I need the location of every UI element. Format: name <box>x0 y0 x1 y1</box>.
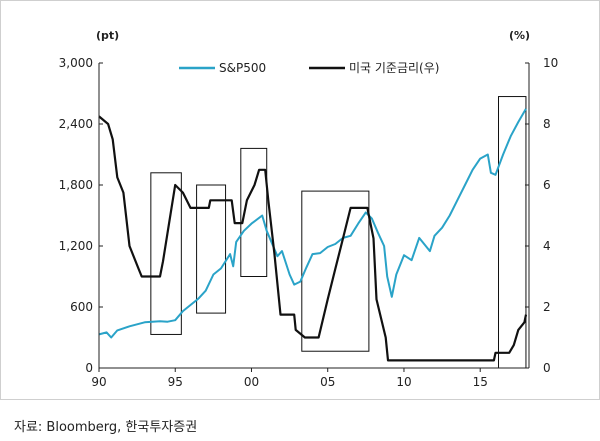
left-axis-tick-label: 1,200 <box>59 239 93 253</box>
x-axis-tick-label: 10 <box>396 375 411 389</box>
right-axis-tick-label: 0 <box>543 361 551 375</box>
axes <box>98 62 530 372</box>
left-axis-tick-label: 3,000 <box>59 56 93 70</box>
x-axis-tick-label: 15 <box>473 375 488 389</box>
left-axis-tick-label: 2,400 <box>59 117 93 131</box>
x-axis-tick-label: 00 <box>244 375 259 389</box>
highlight-box <box>240 147 268 277</box>
series-line-sp500 <box>98 108 527 339</box>
series-lines <box>98 108 528 362</box>
x-axis-tick-label: 90 <box>91 375 106 389</box>
left-axis-tick-label: 1,800 <box>59 178 93 192</box>
x-axis-tick-label: 05 <box>320 375 335 389</box>
source-note: 자료: Bloomberg, 한국투자증권 <box>14 420 198 435</box>
tick-labels: 0 600 1,200 1,800 2,400 3,000 0 2 4 6 8 10 90 95 00 05 1… <box>59 56 559 389</box>
right-axis-tick-label: 6 <box>543 178 551 192</box>
chart-svg: 0 600 1,200 1,800 2,400 3,000 0 2 4 6 8 10 90 95 00 05 1… <box>59 29 559 389</box>
highlight-box <box>498 96 527 369</box>
x-axis-tick-label: 95 <box>168 375 183 389</box>
left-axis-tick-label: 0 <box>85 361 93 375</box>
series-line-fed-rate <box>98 115 528 362</box>
right-axis-tick-label: 4 <box>543 239 551 253</box>
highlight-box <box>150 172 182 335</box>
highlight-boxes <box>150 96 527 369</box>
legend-label-fed-rate: 미국 기준금리(우) <box>349 61 439 75</box>
left-axis-tick-label: 600 <box>70 300 93 314</box>
highlight-box <box>196 184 227 314</box>
right-axis-tick-label: 10 <box>543 56 558 70</box>
right-axis-unit: (%) <box>509 29 530 42</box>
legend-label-sp500: S&P500 <box>219 61 266 75</box>
highlight-box <box>301 190 370 352</box>
right-axis-tick-label: 2 <box>543 300 551 314</box>
chart-frame: 0 600 1,200 1,800 2,400 3,000 0 2 4 6 8 10 90 95 00 05 1… <box>0 0 600 400</box>
legend: S&P500 미국 기준금리(우) <box>179 61 439 75</box>
left-axis-unit: (pt) <box>96 29 119 42</box>
right-axis-tick-label: 8 <box>543 117 551 131</box>
